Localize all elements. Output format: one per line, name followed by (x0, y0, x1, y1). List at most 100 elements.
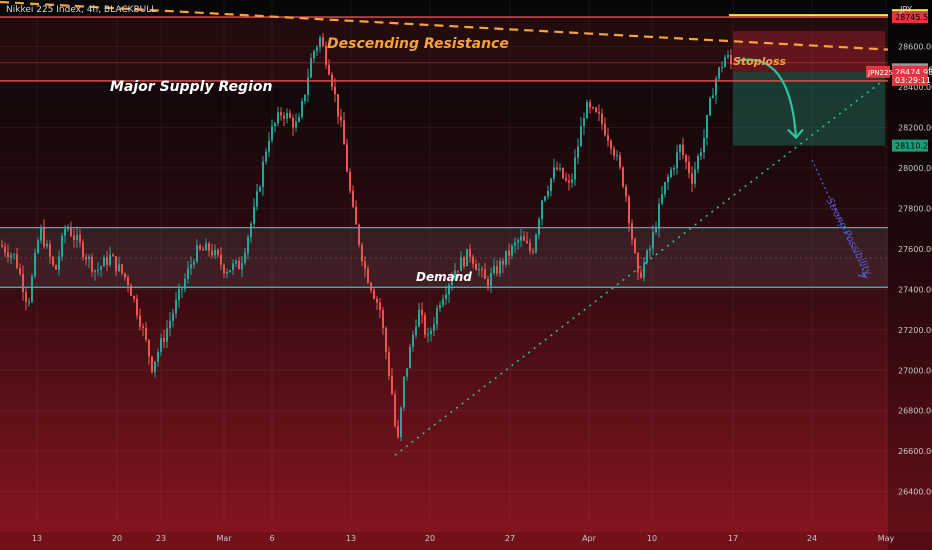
candle-body (727, 54, 729, 58)
candle-body (622, 167, 624, 187)
x-tick-label: Apr (582, 534, 597, 543)
candle-body (598, 111, 600, 114)
candle-body (262, 161, 264, 188)
candle-body (280, 112, 282, 116)
candle-body (721, 67, 723, 69)
candle-body (700, 152, 702, 157)
candle-body (490, 273, 492, 286)
candle-body (388, 352, 390, 377)
candle-body (541, 200, 543, 220)
candle-body (373, 290, 375, 299)
price-label: 03:29:11 (895, 76, 931, 85)
candle-body (271, 125, 273, 141)
candle-body (670, 169, 672, 177)
candle-body (181, 288, 183, 290)
y-tick-label: 28400.00 (898, 83, 932, 92)
candle-body (13, 253, 15, 255)
candle-body (397, 425, 399, 438)
target-zone (733, 71, 885, 146)
candle-body (712, 95, 714, 99)
candle-body (151, 356, 153, 373)
candle-body (550, 178, 552, 192)
x-tick-label: 20 (425, 534, 435, 543)
candle-body (703, 138, 705, 153)
candle-body (40, 227, 42, 241)
candle-body (346, 144, 348, 172)
major-supply-region-label: Major Supply Region (110, 79, 272, 95)
candle-body (238, 260, 240, 270)
candle-body (172, 313, 174, 321)
candle-body (4, 246, 6, 253)
candle-body (127, 277, 129, 286)
candle-body (97, 269, 99, 271)
candle-body (160, 338, 162, 353)
candle-body (487, 279, 489, 286)
candle-body (694, 169, 696, 184)
candle-body (58, 256, 60, 270)
candle-body (112, 254, 114, 257)
candle-body (244, 252, 246, 263)
candle-body (361, 244, 363, 262)
price-axis-background (888, 0, 932, 550)
candle-body (706, 115, 708, 139)
candle-body (580, 125, 582, 147)
candle-body (553, 167, 555, 179)
candle-body (211, 250, 213, 256)
candle-body (478, 269, 480, 271)
candle-body (190, 264, 192, 269)
candle-body (355, 206, 357, 225)
candle-body (685, 155, 687, 162)
candle-body (577, 146, 579, 158)
candle-body (7, 252, 9, 258)
candle-body (82, 242, 84, 258)
candle-body (358, 224, 360, 245)
supply-zone (0, 17, 888, 81)
candle-body (292, 117, 294, 128)
candle-body (313, 51, 315, 59)
candle-body (352, 190, 354, 207)
candle-body (70, 228, 72, 236)
candle-body (202, 249, 204, 251)
candle-body (697, 156, 699, 170)
y-tick-label: 28200.00 (898, 123, 932, 132)
candle-body (457, 270, 459, 272)
candle-body (682, 144, 684, 156)
candle-body (334, 86, 336, 95)
projection-arrow (737, 58, 798, 138)
candle-body (367, 268, 369, 284)
candle-body (679, 144, 681, 153)
candle-body (37, 240, 39, 253)
candle-body (226, 272, 228, 274)
symbol-title: Nikkei 225 Index, 4h, BLACKBULL (6, 5, 157, 15)
candle-body (169, 320, 171, 329)
candle-body (256, 191, 258, 207)
x-tick-label: 6 (269, 534, 274, 543)
candle-body (418, 309, 420, 327)
candle-body (103, 257, 105, 267)
candle-body (148, 339, 150, 357)
candle-body (448, 284, 450, 295)
candle-body (391, 376, 393, 395)
price-label-box (892, 11, 928, 24)
candle-body (646, 250, 648, 263)
candle-body (484, 269, 486, 280)
candle-body (571, 179, 573, 183)
descending-resistance-label: Descending Resistance (327, 36, 509, 52)
candle-body (436, 308, 438, 325)
candle-body (52, 256, 54, 266)
candle-body (439, 305, 441, 309)
candle-body (673, 167, 675, 170)
candle-body (10, 254, 12, 258)
candle-body (274, 123, 276, 126)
candle-body (472, 256, 474, 264)
candle-body (229, 270, 231, 273)
candle-body (619, 155, 621, 168)
candle-body (481, 269, 483, 271)
candle-body (307, 77, 309, 95)
candle-body (412, 334, 414, 347)
candle-body (394, 394, 396, 426)
candle-body (46, 243, 48, 247)
candle-body (28, 301, 30, 303)
